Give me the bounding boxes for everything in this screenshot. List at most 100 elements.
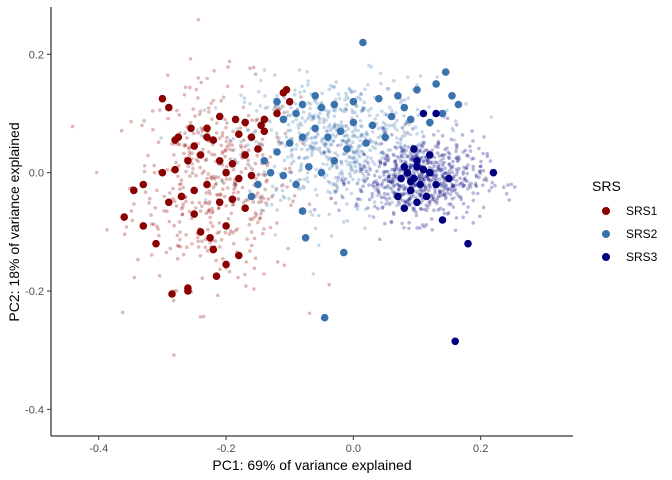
cloud-point: [350, 168, 355, 172]
cloud-point: [421, 159, 426, 163]
cloud-point: [364, 132, 368, 136]
cloud-point: [196, 245, 201, 249]
cloud-point: [303, 143, 307, 147]
cloud-point: [396, 187, 401, 192]
cloud-point: [399, 153, 404, 158]
cloud-point: [187, 145, 192, 150]
cloud-point: [402, 188, 406, 192]
cloud-point: [200, 276, 205, 281]
cloud-point: [396, 183, 400, 187]
cloud-point: [298, 177, 303, 182]
cloud-point: [305, 171, 310, 175]
cloud-point: [454, 123, 459, 127]
cloud-point: [419, 143, 423, 148]
cloud-point: [186, 164, 191, 169]
cloud-point: [450, 166, 454, 170]
data-point: [324, 133, 332, 141]
cloud-point: [332, 114, 337, 118]
data-point: [215, 157, 224, 165]
cloud-point: [320, 137, 324, 141]
cloud-point: [277, 136, 281, 141]
cloud-point: [365, 176, 370, 181]
data-point: [260, 115, 269, 124]
cloud-point: [394, 162, 399, 167]
cloud-point: [370, 191, 375, 196]
cloud-point: [307, 202, 312, 206]
cloud-point: [289, 161, 294, 166]
cloud-point: [401, 183, 406, 188]
cloud-point: [224, 177, 229, 181]
data-point: [438, 216, 447, 224]
cloud-point: [384, 127, 389, 131]
cloud-point: [386, 192, 390, 196]
data-point: [203, 133, 211, 141]
cloud-point: [382, 152, 386, 157]
cloud-point: [254, 109, 259, 113]
data-point: [410, 145, 418, 153]
cloud-point: [289, 203, 293, 207]
cloud-point: [130, 218, 135, 223]
cloud-point: [389, 219, 394, 224]
cloud-point: [418, 176, 422, 181]
cloud-point: [241, 200, 246, 205]
cloud-point: [241, 105, 246, 110]
cloud-point: [341, 152, 346, 156]
cloud-point: [374, 141, 378, 146]
cloud-point: [394, 136, 399, 140]
data-point: [311, 124, 320, 133]
cloud-point: [370, 195, 375, 199]
cloud-point: [418, 74, 423, 78]
cloud-point: [427, 165, 432, 170]
cloud-point: [243, 272, 247, 277]
cloud-point: [178, 230, 182, 234]
cloud-point: [297, 68, 302, 72]
cloud-point: [425, 161, 430, 165]
cloud-point: [436, 141, 441, 146]
cloud-point: [436, 208, 441, 212]
cloud-point: [216, 206, 221, 210]
cloud-point: [252, 266, 257, 271]
cloud-point: [250, 118, 254, 122]
data-point: [279, 171, 288, 180]
cloud-point: [155, 188, 159, 193]
cloud-point: [421, 198, 425, 202]
cloud-point: [150, 222, 154, 226]
cloud-point: [178, 237, 182, 242]
data-point: [403, 168, 412, 177]
data-point: [254, 180, 262, 189]
cloud-point: [351, 156, 355, 160]
cloud-point: [246, 127, 250, 132]
x-tick-label: 0.0: [346, 443, 361, 455]
cloud-point: [450, 126, 455, 131]
cloud-point: [407, 122, 411, 126]
data-point: [241, 118, 249, 127]
cloud-point: [356, 144, 361, 148]
cloud-point: [339, 160, 344, 164]
cloud-point: [305, 70, 309, 74]
data-point: [196, 228, 205, 236]
cloud-point: [411, 208, 416, 213]
cloud-point: [440, 153, 444, 158]
cloud-point: [418, 149, 422, 153]
data-point: [254, 145, 262, 153]
cloud-point: [445, 108, 449, 113]
cloud-point: [201, 314, 206, 319]
cloud-point: [172, 199, 177, 203]
cloud-point: [254, 176, 258, 181]
cloud-point: [378, 151, 383, 155]
cloud-point: [441, 183, 446, 187]
cloud-point: [360, 132, 364, 136]
cloud-point: [132, 275, 137, 280]
cloud-point: [333, 190, 338, 195]
data-point: [305, 163, 313, 171]
cloud-point: [300, 116, 305, 120]
cloud-point: [326, 147, 330, 151]
cloud-point: [418, 226, 422, 230]
cloud-point: [323, 143, 327, 147]
cloud-point: [331, 132, 335, 137]
cloud-point: [294, 117, 299, 122]
cloud-point: [403, 186, 408, 191]
cloud-point: [435, 201, 439, 206]
legend-label: SRS2: [626, 227, 658, 241]
cloud-point: [466, 186, 470, 191]
